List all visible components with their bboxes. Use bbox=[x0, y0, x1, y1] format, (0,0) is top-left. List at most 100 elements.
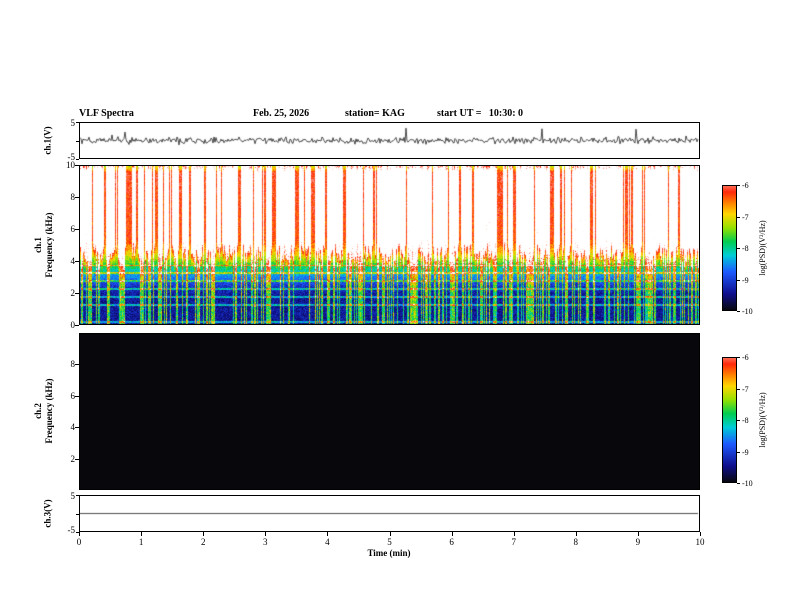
x-tick-label: 0 bbox=[76, 537, 82, 547]
y-tick bbox=[76, 159, 79, 160]
y-tick bbox=[76, 495, 79, 496]
x-tick-label: 6 bbox=[449, 537, 454, 547]
y-tick bbox=[76, 514, 79, 515]
colorbar-tick bbox=[737, 420, 740, 421]
y-tick-label: 4 bbox=[70, 422, 76, 433]
y-tick bbox=[75, 427, 79, 428]
x-tick-label: 4 bbox=[325, 537, 330, 547]
ch1-voltage-trace bbox=[80, 123, 699, 158]
colorbar-ch2 bbox=[722, 357, 737, 483]
colorbar-tick-label: -6 bbox=[742, 181, 749, 190]
y-tick-label: 5 bbox=[70, 491, 76, 501]
x-tick bbox=[141, 532, 142, 536]
ch3-voltage-panel bbox=[79, 495, 700, 532]
y-tick-label: -5 bbox=[67, 152, 76, 162]
ch1-spectrogram-axis-label: ch.1 Frequency (kHz) bbox=[33, 165, 55, 325]
x-tick-label: 7 bbox=[511, 537, 516, 547]
colorbar-tick-label: -7 bbox=[742, 384, 749, 394]
ch1-spectrogram-panel bbox=[79, 165, 700, 325]
x-tick-label: 3 bbox=[263, 537, 268, 547]
x-axis-label: Time (min) bbox=[367, 548, 411, 558]
x-tick bbox=[265, 532, 266, 536]
x-tick-label: 2 bbox=[200, 537, 206, 547]
colorbar-tick bbox=[737, 311, 740, 312]
y-tick-label: 6 bbox=[70, 390, 76, 401]
x-tick-label: 10 bbox=[695, 537, 705, 547]
colorbar-ch1-gradient bbox=[723, 186, 736, 310]
figure-title: VLF Spectra bbox=[79, 108, 134, 119]
date-label: Feb. 25, 2026 bbox=[253, 108, 310, 119]
y-tick bbox=[76, 122, 79, 123]
figure-header: VLF Spectra Feb. 25, 2026 station= KAG s… bbox=[79, 108, 700, 122]
colorbar-tick bbox=[737, 483, 740, 484]
y-tick bbox=[75, 261, 79, 262]
colorbar-tick bbox=[737, 248, 740, 249]
x-tick-label: 1 bbox=[138, 537, 144, 547]
colorbar-ch1-label: log(PSD)(V²/Hz) bbox=[757, 198, 767, 298]
y-tick-label: 4 bbox=[70, 256, 76, 266]
ch1-voltage-panel bbox=[79, 122, 700, 159]
colorbar-tick bbox=[737, 185, 740, 186]
y-tick bbox=[75, 197, 79, 198]
y-tick-label: 8 bbox=[70, 192, 76, 202]
y-tick bbox=[75, 396, 79, 397]
ch2-spectrogram-panel bbox=[79, 333, 700, 490]
colorbar-tick-label: -9 bbox=[742, 447, 749, 457]
x-tick-label: 8 bbox=[573, 537, 579, 547]
y-tick bbox=[75, 293, 79, 294]
colorbar-tick-label: -10 bbox=[742, 307, 753, 316]
x-tick bbox=[79, 532, 80, 536]
y-tick-label: 8 bbox=[70, 359, 76, 370]
colorbar-ch1 bbox=[722, 185, 737, 311]
ch3-voltage-trace bbox=[80, 496, 699, 531]
y-tick-label: 10 bbox=[66, 160, 75, 170]
colorbar-ch2-gradient bbox=[723, 358, 736, 482]
y-tick-label: -5 bbox=[67, 525, 76, 535]
colorbar-tick bbox=[737, 217, 740, 218]
x-tick bbox=[452, 532, 453, 536]
x-tick bbox=[390, 532, 391, 536]
x-tick bbox=[327, 532, 328, 536]
ch1-frequency-axis-text: Frequency (kHz) bbox=[44, 212, 54, 278]
x-tick bbox=[576, 532, 577, 536]
colorbar-tick bbox=[737, 357, 740, 358]
y-tick bbox=[75, 165, 79, 166]
colorbar-tick-label: -6 bbox=[742, 353, 749, 362]
x-tick bbox=[203, 532, 204, 536]
colorbar-ch2-label-text: log(PSD)(V²/Hz) bbox=[758, 392, 767, 448]
y-tick bbox=[75, 364, 79, 365]
ch3-voltage-axis-text: ch.3(V) bbox=[42, 499, 53, 528]
colorbar-ch2-label: log(PSD)(V²/Hz) bbox=[757, 370, 767, 470]
y-tick bbox=[75, 229, 79, 230]
ch2-spectrogram-canvas bbox=[80, 334, 699, 489]
y-tick-label: 2 bbox=[70, 288, 76, 298]
y-tick bbox=[75, 325, 79, 326]
start-ut-label: start UT = 10:30: 0 bbox=[437, 108, 524, 119]
x-tick-label: 5 bbox=[387, 537, 392, 547]
colorbar-tick-label: -7 bbox=[742, 212, 749, 222]
colorbar-tick-label: -10 bbox=[742, 479, 753, 488]
x-tick-label: 9 bbox=[635, 537, 641, 547]
y-tick bbox=[76, 141, 79, 142]
colorbar-ch1-label-text: log(PSD)(V²/Hz) bbox=[758, 220, 767, 276]
colorbar-tick bbox=[737, 280, 740, 281]
y-tick-label: 6 bbox=[70, 224, 76, 234]
station-label: station= KAG bbox=[345, 108, 405, 119]
ch1-row-label: ch.1 bbox=[33, 237, 43, 253]
y-tick-label: 5 bbox=[70, 118, 76, 128]
y-tick-label: 2 bbox=[70, 453, 76, 464]
x-tick bbox=[638, 532, 639, 536]
ch1-spectrogram-canvas bbox=[80, 166, 699, 324]
x-tick bbox=[700, 532, 701, 536]
colorbar-tick bbox=[737, 452, 740, 453]
y-tick-label: 0 bbox=[70, 320, 76, 330]
colorbar-tick-label: -8 bbox=[742, 416, 749, 425]
ch3-voltage-axis-label: ch.3(V) bbox=[43, 464, 54, 564]
colorbar-tick-label: -8 bbox=[742, 244, 749, 253]
colorbar-tick-label: -9 bbox=[742, 275, 749, 285]
x-tick bbox=[514, 532, 515, 536]
y-tick bbox=[76, 532, 79, 533]
colorbar-tick bbox=[737, 389, 740, 390]
y-tick bbox=[75, 459, 79, 460]
